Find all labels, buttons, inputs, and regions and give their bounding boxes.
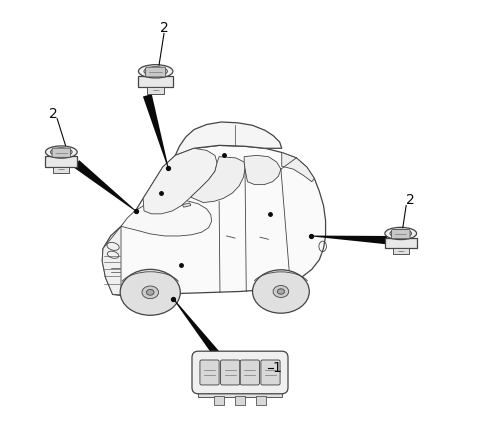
Ellipse shape [46, 146, 77, 158]
Ellipse shape [252, 270, 309, 313]
FancyBboxPatch shape [256, 396, 266, 405]
Polygon shape [244, 155, 281, 184]
Ellipse shape [390, 229, 411, 238]
Polygon shape [53, 167, 70, 173]
Polygon shape [143, 148, 217, 214]
FancyBboxPatch shape [240, 360, 260, 385]
Ellipse shape [144, 67, 168, 76]
FancyBboxPatch shape [391, 230, 410, 239]
Polygon shape [191, 157, 245, 202]
FancyBboxPatch shape [220, 360, 240, 385]
Polygon shape [147, 87, 165, 94]
Polygon shape [102, 145, 325, 295]
Polygon shape [393, 248, 409, 254]
Polygon shape [385, 238, 417, 248]
Polygon shape [198, 388, 282, 397]
Text: 2: 2 [160, 21, 168, 35]
Polygon shape [311, 236, 387, 244]
Text: 2: 2 [48, 106, 57, 121]
Polygon shape [102, 226, 121, 295]
Polygon shape [138, 76, 173, 87]
Polygon shape [282, 153, 314, 181]
Ellipse shape [138, 65, 173, 78]
Ellipse shape [273, 285, 288, 297]
FancyBboxPatch shape [192, 351, 288, 394]
Ellipse shape [385, 227, 417, 239]
FancyBboxPatch shape [200, 360, 219, 385]
Polygon shape [143, 94, 168, 168]
Polygon shape [173, 298, 225, 363]
Ellipse shape [277, 289, 285, 294]
Text: 2: 2 [406, 193, 415, 207]
Polygon shape [46, 156, 77, 167]
Ellipse shape [146, 289, 154, 295]
Polygon shape [175, 122, 282, 155]
FancyBboxPatch shape [214, 396, 224, 405]
Ellipse shape [120, 269, 180, 315]
Ellipse shape [142, 286, 158, 299]
Polygon shape [121, 200, 212, 236]
Ellipse shape [50, 148, 72, 156]
Text: 1: 1 [272, 361, 281, 375]
Polygon shape [182, 203, 191, 207]
Polygon shape [73, 160, 136, 211]
FancyBboxPatch shape [261, 360, 280, 385]
FancyBboxPatch shape [145, 67, 166, 77]
FancyBboxPatch shape [235, 396, 245, 405]
FancyBboxPatch shape [52, 148, 71, 157]
